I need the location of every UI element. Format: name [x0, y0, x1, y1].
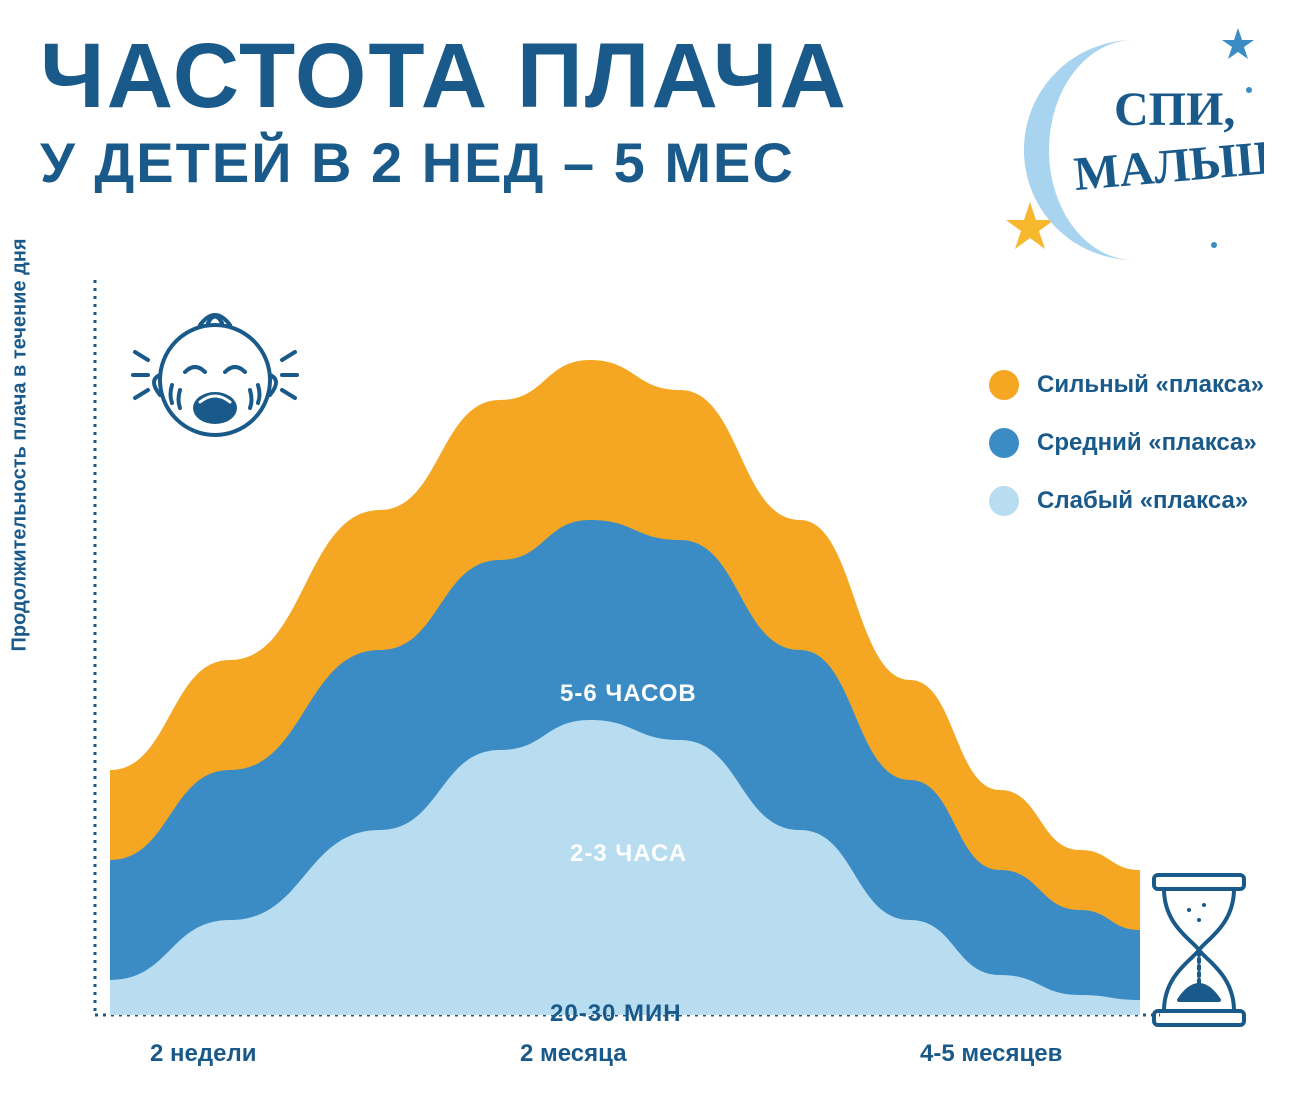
- hourglass-icon: [1144, 870, 1254, 1030]
- band-label-strong: 5-6 ЧАСОВ: [560, 680, 697, 708]
- title-block: ЧАСТОТА ПЛАЧА У ДЕТЕЙ В 2 НЕД – 5 МЕС: [40, 30, 848, 195]
- band-label-weak: 20-30 МИН: [550, 1000, 682, 1028]
- legend-item-weak: Слабый «плакса»: [989, 486, 1264, 516]
- legend: Сильный «плакса» Средний «плакса» Слабый…: [989, 370, 1264, 544]
- legend-label-strong: Сильный «плакса»: [1037, 371, 1264, 399]
- crying-baby-icon: [130, 290, 300, 460]
- legend-item-medium: Средний «плакса»: [989, 428, 1264, 458]
- title-main: ЧАСТОТА ПЛАЧА: [40, 30, 848, 122]
- x-label-2: 4-5 месяцев: [920, 1040, 1062, 1068]
- x-label-0: 2 недели: [150, 1040, 256, 1068]
- title-sub: У ДЕТЕЙ В 2 НЕД – 5 МЕС: [40, 130, 848, 195]
- y-axis-label: Продолжительность плача в течение дня: [9, 238, 32, 651]
- svg-text:СПИ,: СПИ,: [1114, 83, 1235, 136]
- brand-logo: СПИ, МАЛЫШ: [1004, 20, 1264, 280]
- legend-dot-weak: [989, 486, 1019, 516]
- legend-label-medium: Средний «плакса»: [1037, 429, 1257, 457]
- legend-dot-strong: [989, 370, 1019, 400]
- legend-dot-medium: [989, 428, 1019, 458]
- legend-item-strong: Сильный «плакса»: [989, 370, 1264, 400]
- band-label-medium: 2-3 ЧАСА: [570, 840, 687, 868]
- svg-text:МАЛЫШ: МАЛЫШ: [1072, 130, 1264, 202]
- x-label-1: 2 месяца: [520, 1040, 627, 1068]
- legend-label-weak: Слабый «плакса»: [1037, 487, 1248, 515]
